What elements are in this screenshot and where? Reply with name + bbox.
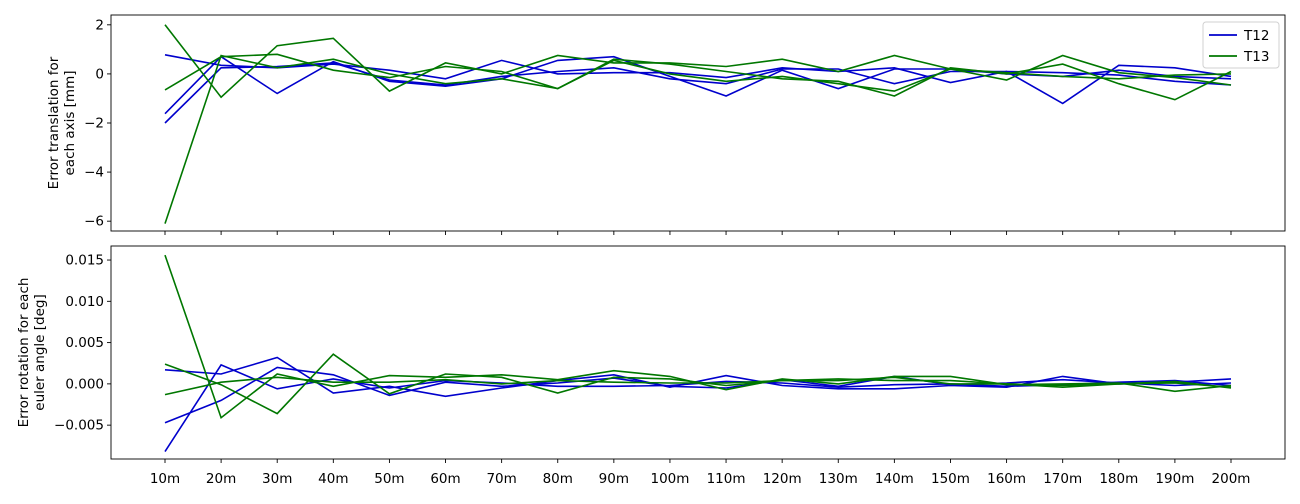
- x-tick-label: 120m: [763, 471, 802, 487]
- x-tick-label: 190m: [1155, 471, 1194, 487]
- series-line-t13-5: [164, 353, 1232, 415]
- series-line-t13-6: [164, 54, 1232, 224]
- x-tick-label: 130m: [819, 471, 858, 487]
- x-tick-label: 200m: [1212, 471, 1251, 487]
- translation-error-panel: 2 0 −2 −4 −6 Error translation foreach axis […: [46, 14, 1286, 235]
- y-axis-label-line: euler angle [deg]: [32, 294, 48, 410]
- y-tick-label: −2: [84, 116, 104, 132]
- x-tick-label: 70m: [486, 471, 516, 487]
- x-tick-label: 160m: [987, 471, 1026, 487]
- x-tick-label: 180m: [1099, 471, 1138, 487]
- x-tick-label: 170m: [1043, 471, 1082, 487]
- x-tick-label: 80m: [543, 471, 573, 487]
- y-axis-label: Error rotation for eacheuler angle [deg]: [16, 278, 48, 428]
- series-line-t13-5: [164, 53, 1232, 101]
- x-tick-label: 20m: [206, 471, 236, 487]
- series-line-t13-6: [164, 376, 1232, 396]
- y-axis-label: Error translation foreach axis [mm]: [46, 56, 78, 189]
- x-tick-label: 10m: [150, 471, 180, 487]
- x-tick-label: 90m: [599, 471, 629, 487]
- y-tick-label: −4: [84, 165, 104, 181]
- y-axis-label-line: Error translation for: [46, 56, 62, 189]
- x-tick-label: 60m: [430, 471, 460, 487]
- y-axis-label-line: each axis [mm]: [62, 70, 78, 175]
- series-line-t12-1: [164, 54, 1232, 105]
- series-line-t13-4: [164, 24, 1232, 99]
- y-tick-label: −0.005: [54, 418, 104, 434]
- y-tick-label: 2: [95, 17, 104, 33]
- y-tick-label: 0: [95, 66, 104, 82]
- x-tick-label: 50m: [374, 471, 404, 487]
- y-axis-label-line: Error rotation for each: [16, 278, 32, 428]
- x-tick-label: 100m: [650, 471, 689, 487]
- y-tick-label: 0.005: [65, 335, 104, 351]
- axes-frame: [110, 245, 1286, 460]
- x-tick-label: 40m: [318, 471, 348, 487]
- rotation-error-panel: 0.015 0.010 0.005 0.000 −0.005 10m 20m 30m 40m 50…: [16, 245, 1286, 487]
- y-tick-label: 0.010: [65, 294, 104, 310]
- y-tick-label: 0.000: [65, 376, 104, 392]
- y-tick-label: −6: [84, 214, 104, 230]
- x-tick-label: 150m: [931, 471, 970, 487]
- series-line-t12-3: [164, 62, 1232, 124]
- series-group: [164, 24, 1232, 224]
- legend-label-t12: T12: [1243, 28, 1269, 44]
- x-tick-label: 30m: [262, 471, 292, 487]
- axes-frame: [110, 14, 1286, 232]
- series-line-t12-2: [164, 366, 1232, 424]
- x-tick-label: 140m: [875, 471, 914, 487]
- y-tick-label: 0.015: [65, 253, 104, 269]
- series-group: [164, 254, 1232, 453]
- x-tick-label: 110m: [707, 471, 746, 487]
- legend-label-t13: T13: [1243, 49, 1269, 65]
- series-line-t13-4: [164, 254, 1232, 420]
